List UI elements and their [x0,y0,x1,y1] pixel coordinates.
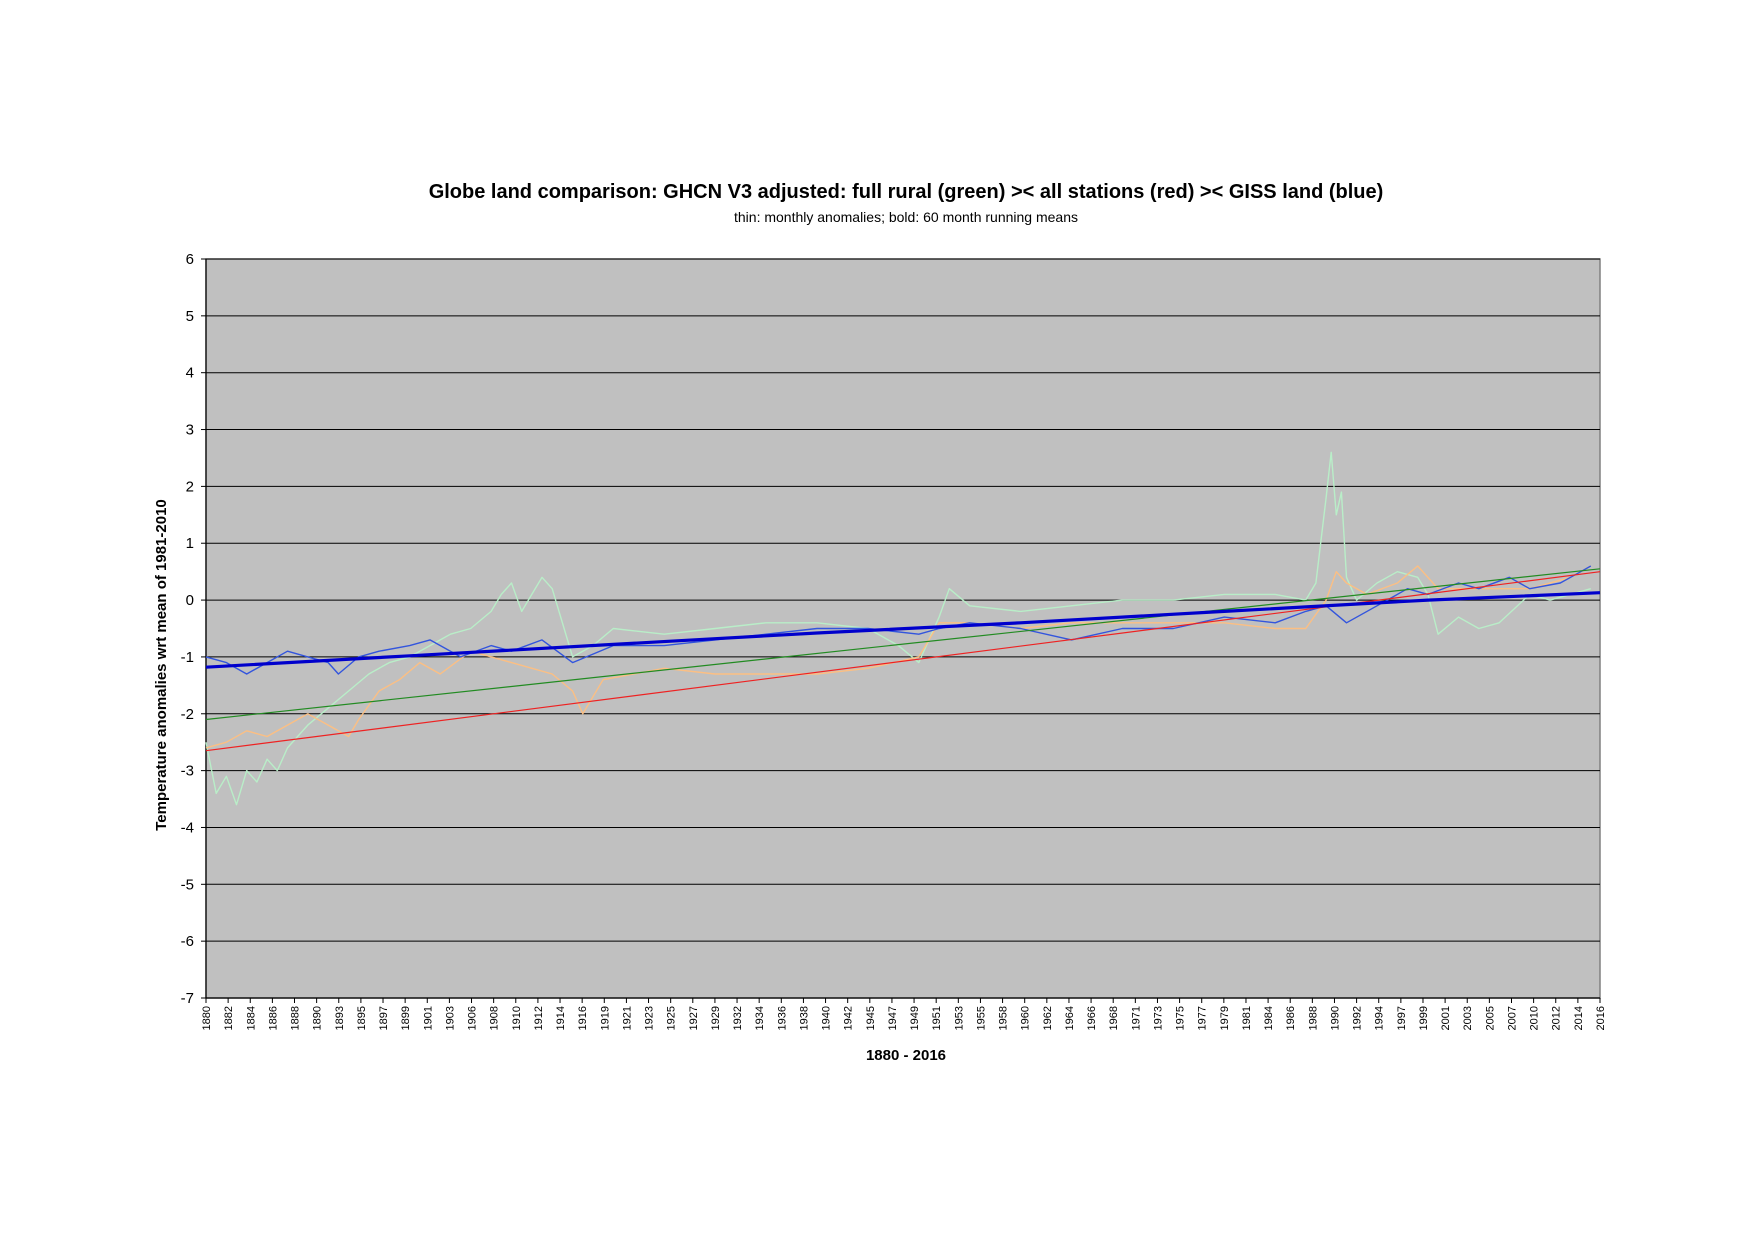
x-tick-label: 1955 [975,1006,987,1030]
x-tick-label: 1945 [865,1006,877,1030]
x-tick-label: 1984 [1263,1006,1275,1030]
x-tick-label: 1958 [998,1006,1010,1030]
x-tick-label: 1947 [887,1006,899,1030]
x-axis-label: 1880 - 2016 [866,1047,946,1064]
x-tick-label: 1949 [909,1006,921,1030]
x-tick-label: 2012 [1551,1006,1563,1030]
x-tick-label: 1966 [1086,1006,1098,1030]
x-tick-label: 2016 [1595,1006,1607,1030]
x-tick-label: 2003 [1462,1006,1474,1030]
x-tick-label: 1953 [953,1006,965,1030]
x-tick-label: 1893 [334,1006,346,1030]
x-tick-label: 1962 [1042,1006,1054,1030]
x-tick-label: 1927 [688,1006,700,1030]
y-tick-label: -5 [181,876,194,893]
x-tick-label: 1992 [1352,1006,1364,1030]
x-tick-label: 1914 [555,1006,567,1030]
x-tick-label: 1964 [1064,1006,1076,1030]
y-tick-label: 1 [186,535,194,552]
x-tick-label: 1934 [754,1006,766,1030]
x-tick-label: 2007 [1506,1006,1518,1030]
x-tick-label: 1925 [666,1006,678,1030]
x-tick-label: 1968 [1108,1006,1120,1030]
x-tick-label: 2014 [1573,1006,1585,1030]
x-tick-label: 1884 [245,1006,257,1030]
y-tick-label: 6 [186,251,194,268]
x-tick-label: 1906 [467,1006,479,1030]
x-tick-label: 1997 [1396,1006,1408,1030]
x-tick-label: 1888 [290,1006,302,1030]
x-tick-label: 1929 [710,1006,722,1030]
x-tick-label: 1899 [400,1006,412,1030]
x-tick-label: 1908 [489,1006,501,1030]
series-line-thin-1 [205,565,1592,749]
y-tick-label: 0 [186,592,194,609]
x-tick-label: 1942 [843,1006,855,1030]
y-tick-label: -2 [181,706,194,723]
x-tick-label: 1903 [444,1006,456,1030]
x-tick-label: 1921 [621,1006,633,1030]
y-tick-label: -3 [181,763,194,780]
x-tick-label: 1932 [732,1006,744,1030]
y-tick-label: -4 [181,819,194,836]
x-tick-label: 1895 [356,1006,368,1030]
x-tick-label: 1901 [422,1006,434,1030]
x-tick-label: 2005 [1484,1006,1496,1030]
series-line-bold-5 [205,591,1601,669]
x-tick-label: 1880 [201,1006,213,1030]
y-tick-label: -6 [181,933,194,950]
x-tick-label: 2001 [1440,1006,1452,1030]
series-line-thin-0 [205,451,1591,806]
x-tick-label: 1936 [776,1006,788,1030]
y-tick-label: -1 [181,649,194,666]
x-tick-label: 1923 [644,1006,656,1030]
x-tick-label: 1916 [577,1006,589,1030]
x-tick-label: 1977 [1197,1006,1209,1030]
x-tick-label: 1999 [1418,1006,1430,1030]
x-tick-label: 1975 [1175,1006,1187,1030]
x-tick-label: 1940 [821,1006,833,1030]
x-tick-label: 1960 [1020,1006,1032,1030]
x-tick-label: 1951 [931,1006,943,1030]
x-tick-label: 1990 [1329,1006,1341,1030]
x-tick-label: 1994 [1374,1006,1386,1030]
x-tick-label: 1986 [1285,1006,1297,1030]
x-tick-label: 1919 [599,1006,611,1030]
y-tick-label: -7 [181,990,194,1007]
x-tick-label: 1979 [1219,1006,1231,1030]
x-tick-label: 1886 [267,1006,279,1030]
x-tick-label: 1890 [312,1006,324,1030]
plot-area: 6 5 4 3 2 1 0 -1 -2 -3 -4 -5 -6 -7 1880 1882 1884 1886 188… [181,251,1607,1030]
chart-title: Globe land comparison: GHCN V3 adjusted:… [429,181,1384,203]
y-axis-label: Temperature anomalies wrt mean of 1981-2… [153,499,170,831]
series-line-thin-2 [205,565,1592,675]
x-tick-label: 1910 [511,1006,523,1030]
x-tick-label: 1971 [1130,1006,1142,1030]
x-tick-label: 1912 [533,1006,545,1030]
y-tick-label: 2 [186,478,194,495]
x-tick-label: 1981 [1241,1006,1253,1030]
series-line-trend-3 [205,568,1601,721]
x-tick-label: 1973 [1152,1006,1164,1030]
y-tick-label: 4 [186,365,194,382]
chart-subtitle: thin: monthly anomalies; bold: 60 month … [734,209,1078,225]
x-tick-label: 1938 [798,1006,810,1030]
x-tick-label: 2010 [1529,1006,1541,1030]
x-tick-label: 1988 [1307,1006,1319,1030]
x-tick-label: 1882 [223,1006,235,1030]
y-tick-label: 5 [186,308,194,325]
x-tick-label: 1897 [378,1006,390,1030]
y-tick-label: 3 [186,422,194,439]
series-line-trend-4 [205,571,1601,752]
